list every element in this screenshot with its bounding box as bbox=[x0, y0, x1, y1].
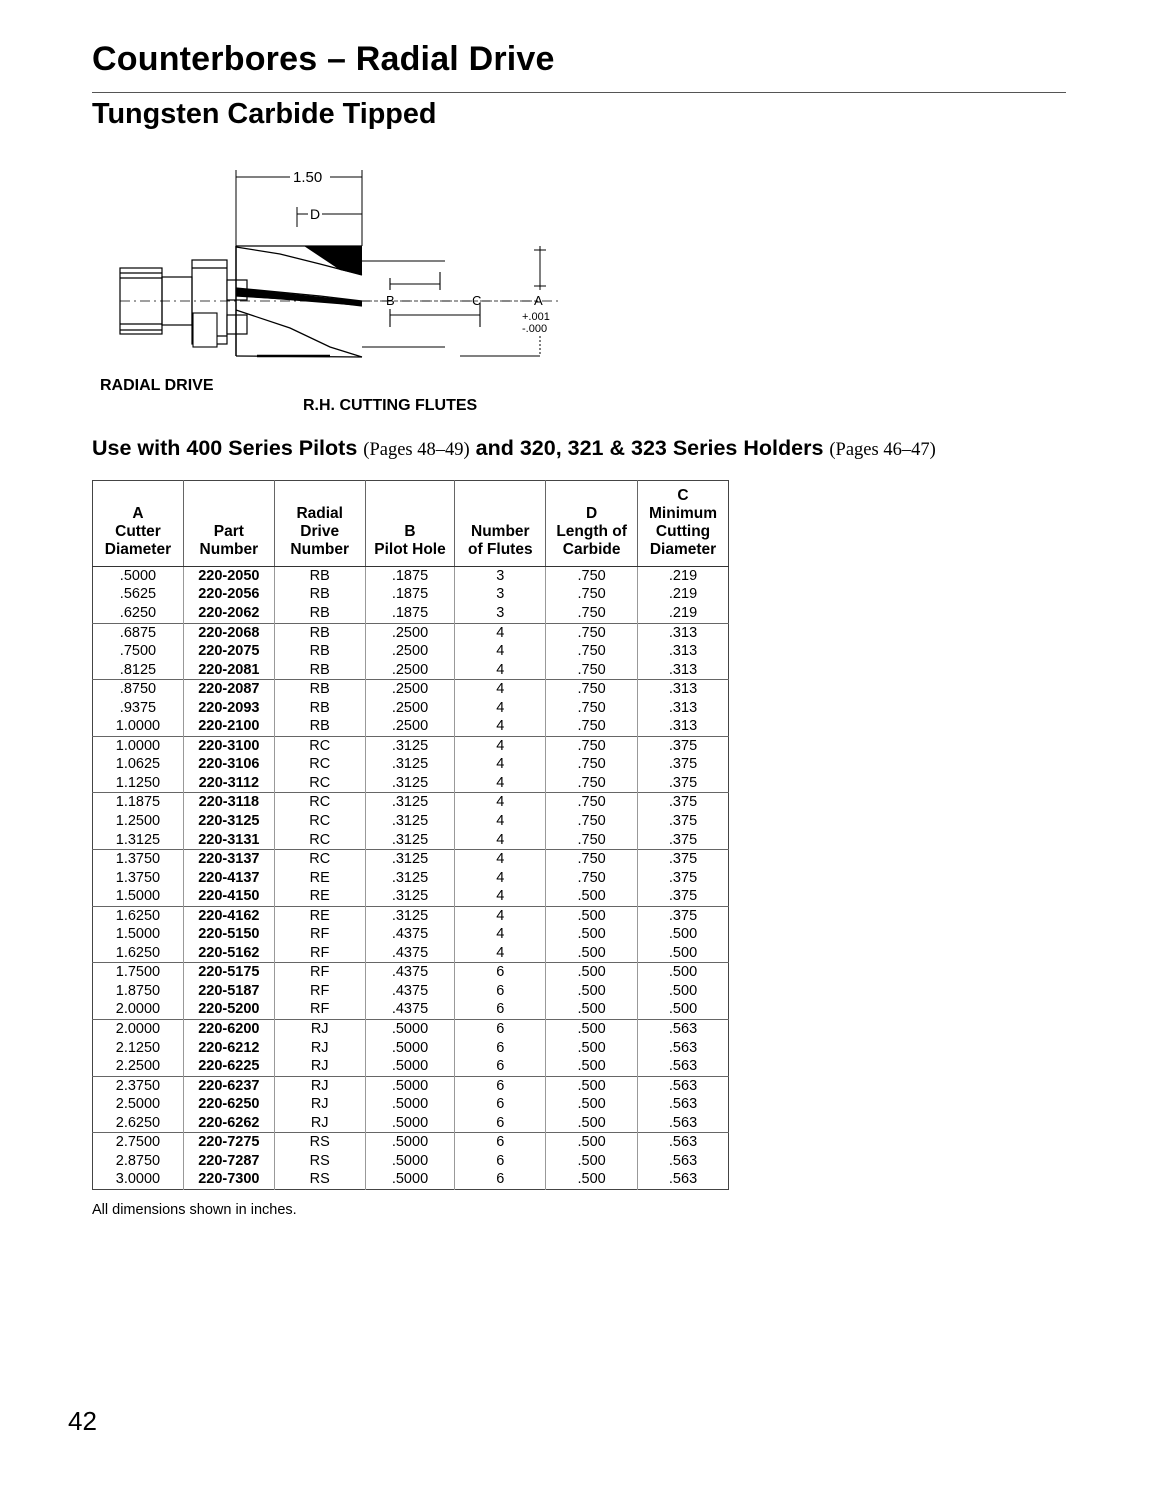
svg-text:D: D bbox=[310, 206, 320, 222]
svg-text:1.50: 1.50 bbox=[293, 169, 322, 186]
svg-text:-.000: -.000 bbox=[522, 323, 547, 335]
svg-text:C: C bbox=[472, 293, 481, 308]
svg-text:B: B bbox=[386, 293, 395, 308]
svg-text:A: A bbox=[534, 293, 543, 308]
svg-text:+.001: +.001 bbox=[522, 311, 550, 323]
